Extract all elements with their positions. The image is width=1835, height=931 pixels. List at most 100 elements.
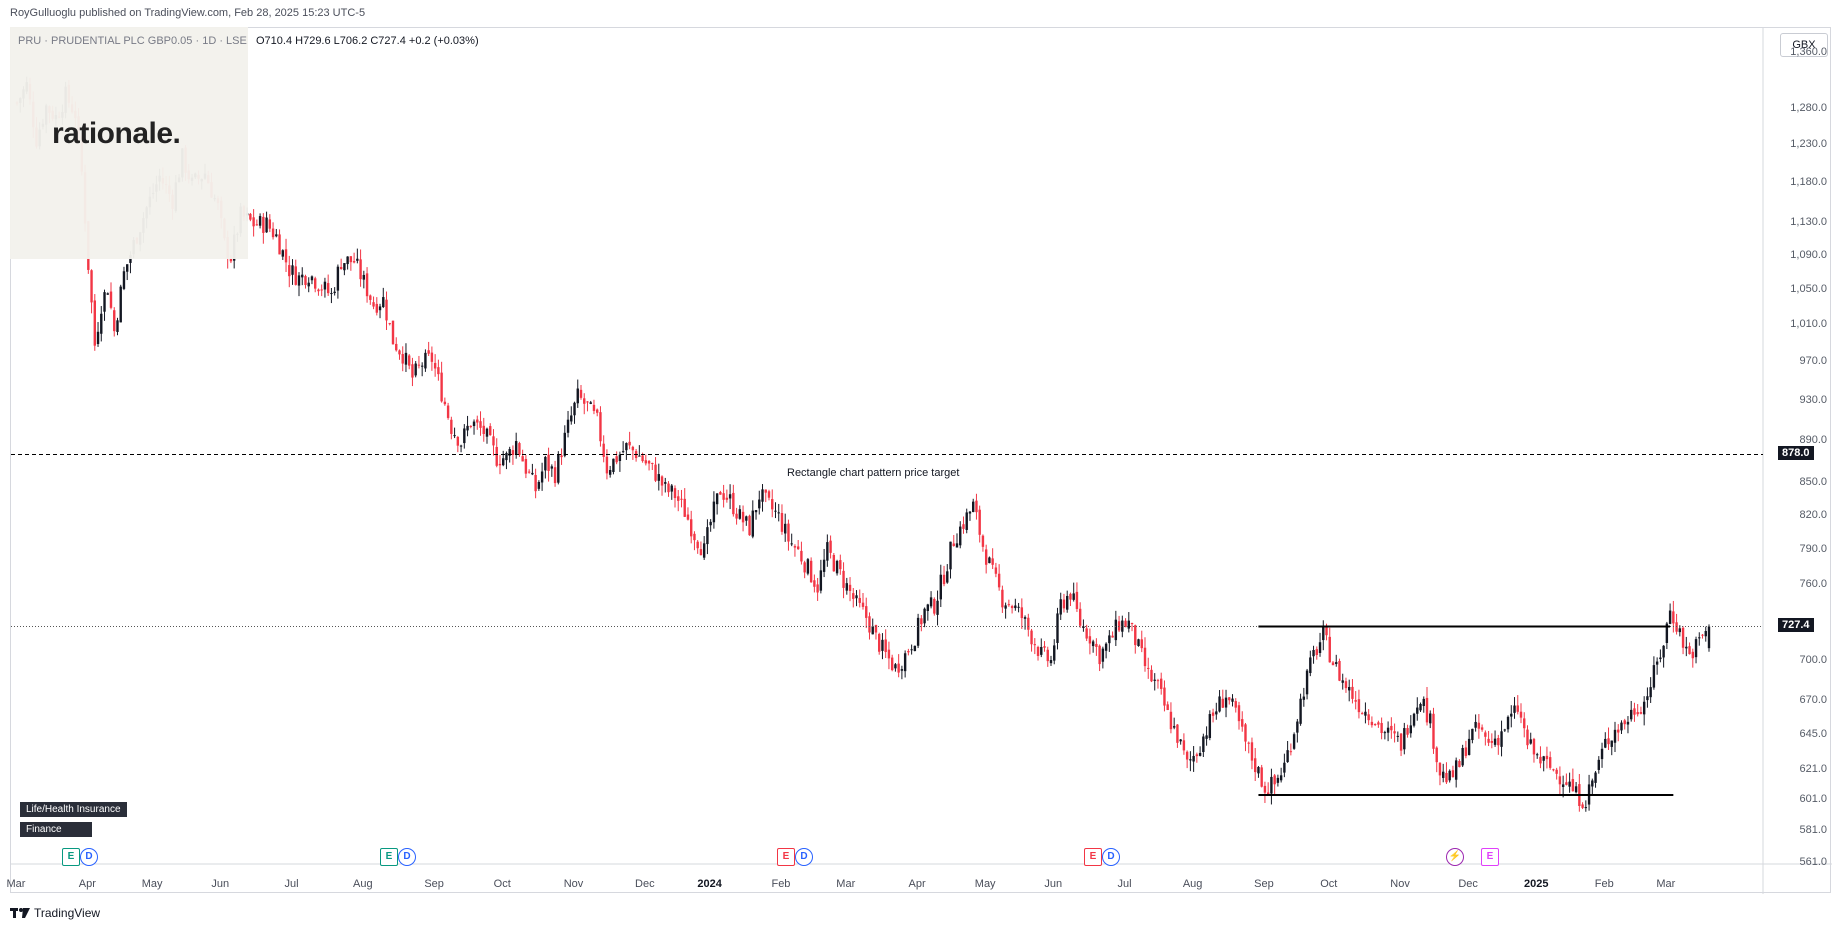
candle-body [1179,739,1182,742]
candle-body [1305,670,1309,695]
candle-body [106,293,109,295]
candle-body [534,474,537,492]
dividend-icon[interactable]: D [1102,848,1120,866]
rationale-logo: rationale. [52,117,181,150]
dividend-icon[interactable]: D [795,848,813,866]
candle-body [1040,646,1043,655]
earnings-icon[interactable]: E [380,848,398,866]
industry-tag[interactable]: Life/Health Insurance [20,802,127,817]
footer-brand[interactable]: TradingView [10,906,100,920]
candle-body [103,292,106,312]
candle-body [1555,769,1558,774]
candle-body [1701,634,1704,636]
candle-body [333,291,336,294]
candle-body [417,364,421,366]
candle-body [1335,662,1338,665]
earnings-icon[interactable]: E [1084,848,1102,866]
split-icon[interactable]: ⚡ [1446,848,1464,866]
candle-body [1004,605,1007,609]
candle-body [1448,770,1451,781]
candle-body [813,580,816,587]
candle-body [1266,792,1270,795]
candle-body [1565,782,1568,785]
candle-body [1241,719,1244,727]
candle-body [1150,669,1153,682]
candle-body [511,450,515,455]
candle-body [1292,734,1296,749]
candle-body [404,352,408,365]
currency-selector[interactable]: GBX [1780,33,1828,57]
candle-body [761,489,764,502]
candle-body [1471,728,1474,741]
candle-body [1344,681,1348,689]
candle-body [822,559,826,572]
candle-body [1542,756,1545,761]
candle-body [1237,705,1241,722]
candle-body [1636,712,1639,715]
candle-body [1276,777,1280,783]
candle-body [1694,639,1698,658]
time-tick-label: Jul [284,878,299,890]
time-tick-label: May [974,878,996,890]
price-tick-label: 1,230.0 [1790,138,1827,151]
candle-body [1584,807,1588,809]
candle-body [741,511,745,523]
candle-body [252,217,255,227]
price-tick-label: 790.0 [1799,543,1827,556]
candle-body [1166,704,1169,711]
candle-body [673,488,677,499]
candle-body [1442,771,1445,778]
price-chart[interactable] [11,28,1832,894]
candle-body [903,653,907,672]
candle-body [758,499,761,509]
candle-body [1309,657,1312,674]
candle-body [1192,755,1195,762]
candle-body [1568,781,1571,787]
candle-body [784,523,787,534]
candle-body [809,560,813,583]
price-tick-label: 1,090.0 [1790,248,1827,261]
candle-body [975,500,978,513]
candle-body [1432,713,1435,749]
chart-frame[interactable] [10,27,1832,894]
candle-body [579,389,583,398]
candle-body [343,263,346,271]
sector-tag[interactable]: Finance [20,822,92,837]
candle-body [1445,772,1448,783]
candle-body [375,303,378,313]
candle-body [748,515,751,536]
symbol-legend[interactable]: PRU · PRUDENTIAL PLC GBP0.05 · 1D · LSE … [18,35,479,47]
candle-body [281,250,284,257]
candle-body [1189,759,1192,761]
earnings-icon[interactable]: E [1481,848,1499,866]
candle-body [479,421,482,428]
candle-body [566,419,570,433]
candle-body [1331,662,1335,666]
candle-body [1655,661,1659,665]
candle-body [1642,701,1646,715]
candle-body [599,412,602,442]
candle-body [1668,610,1672,624]
price-tick-label: 1,010.0 [1790,318,1827,331]
dividend-icon[interactable]: D [398,848,416,866]
candle-body [965,512,968,530]
candle-body [560,455,563,458]
watermark-panel [10,27,248,259]
time-tick-label: Aug [353,878,373,890]
candle-body [352,261,356,263]
candle-body [1348,686,1351,691]
candle-body [1104,643,1108,651]
candle-body [1529,739,1532,744]
publisher-line: RoyGulluoglu published on TradingView.co… [10,7,366,19]
candle-body [518,443,521,455]
candle-body [1597,759,1600,770]
candle-body [391,320,395,345]
earnings-icon[interactable]: E [777,848,795,866]
dividend-icon[interactable]: D [80,848,98,866]
candle-body [443,401,447,405]
candle-body [326,283,330,294]
candle-body [583,398,586,404]
candle-body [1630,709,1633,720]
earnings-icon[interactable]: E [62,848,80,866]
candle-body [968,511,972,514]
